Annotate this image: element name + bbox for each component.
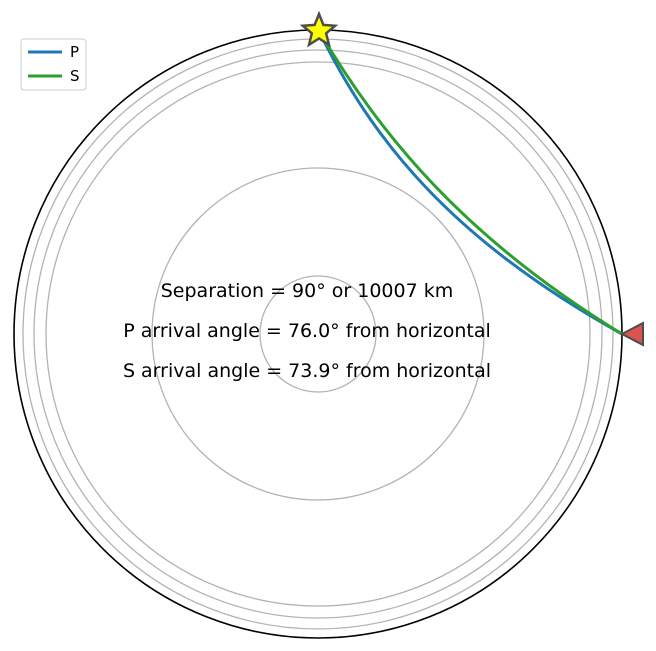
s-ray-path — [317, 30, 623, 336]
p-arrival-angle-text: P arrival angle = 76.0° from horizontal — [123, 320, 491, 342]
receiver-triangle-icon — [619, 321, 644, 347]
p-ray-path — [317, 30, 623, 336]
legend-label-p: P — [70, 43, 79, 61]
source-star-icon — [299, 10, 339, 48]
mantle-discontinuity-410 — [33, 49, 603, 619]
legend-label-s: S — [70, 67, 80, 85]
separation-text: Separation = 90° or 10007 km — [161, 280, 454, 302]
mantle-discontinuity-660 — [45, 61, 591, 607]
inner-core-boundary — [259, 275, 377, 393]
s-arrival-angle-text: S arrival angle = 73.9° from horizontal — [123, 360, 491, 382]
legend: P S — [20, 38, 87, 91]
core-mantle-boundary — [151, 167, 485, 501]
